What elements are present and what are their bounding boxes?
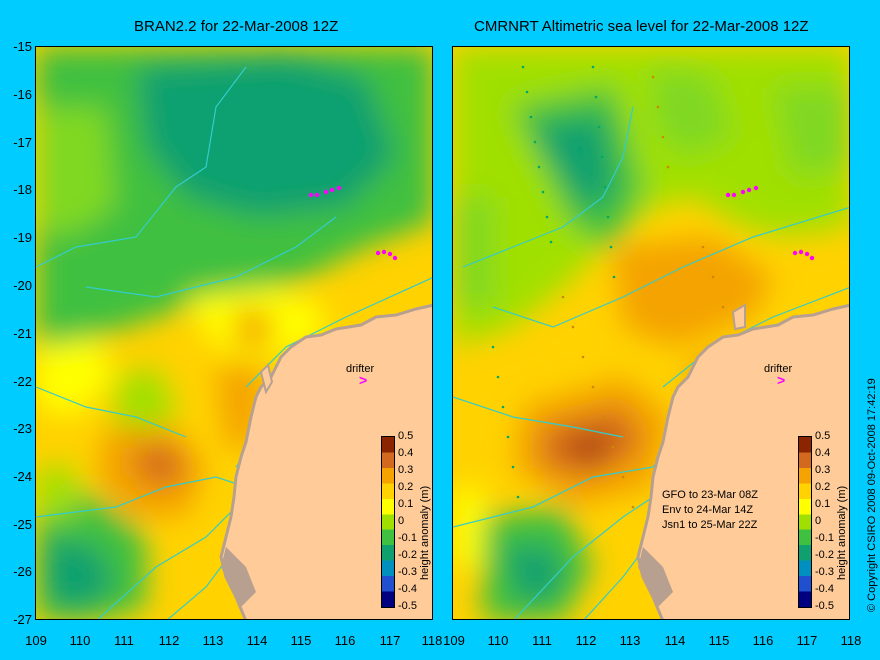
x-tick: 115 [708,633,730,648]
x-tick: 118 [840,633,862,648]
x-tick: 112 [158,633,180,648]
colorbar-title: height anomaly (m) [836,485,848,580]
right-sea-level-map [453,47,849,619]
colorbar-tick: -0.3 [815,566,834,578]
colorbar-tick: -0.2 [398,549,417,561]
x-tick: 111 [532,633,552,648]
y-tick: -16 [13,87,32,102]
colorbar-tick: 0.4 [815,447,831,459]
colorbar-tick: -0.4 [815,583,834,595]
y-tick: -20 [13,278,32,293]
colorbar-tick: 0 [815,515,822,527]
y-tick: -23 [13,421,32,436]
x-tick: 114 [664,633,686,648]
colorbar-tick: -0.1 [815,532,834,544]
shark-bay-coast [221,547,256,607]
colorbar-tick: 0.4 [398,447,414,459]
altimeter-tracks [491,65,616,499]
colorbar-tick: 0.1 [815,498,831,510]
x-tick: 117 [796,633,818,648]
y-tick: -17 [13,135,32,150]
colorbar-tick: 0.2 [398,481,414,493]
drifter-label: drifter [346,363,375,375]
colorbar-tick: -0.2 [815,549,834,561]
x-tick: 110 [69,633,91,648]
colorbar-tick: -0.3 [398,566,417,578]
left-map-panel [35,46,433,620]
x-tick: 109 [25,633,47,648]
altimeter-tracks-2 [561,75,725,509]
x-tick: 110 [487,633,509,648]
colorbar-tick: 0.3 [815,464,831,476]
colorbar-tick: 0 [398,515,405,527]
copyright-notice: © Copyright CSIRO 2008 09-Oct-2008 17:42… [866,378,878,612]
left-sea-level-map [36,47,432,619]
colorbar [798,436,812,608]
peninsula [731,303,746,331]
y-tick: -19 [13,230,32,245]
y-tick: -27 [13,612,32,627]
drifter-tracks [725,185,815,261]
x-tick: 116 [334,633,356,648]
drifter-marker: > [359,372,368,388]
colorbar-title: height anomaly (m) [419,485,431,580]
x-tick: 115 [290,633,312,648]
anomaly-field [36,47,432,619]
x-tick: 113 [619,633,641,648]
y-tick: -15 [13,39,32,54]
y-tick: -26 [13,564,32,579]
drifter-tracks [308,185,398,261]
y-tick: -25 [13,517,32,532]
colorbar-tick: -0.5 [815,600,834,612]
x-tick: 114 [246,633,268,648]
colorbar-tick: -0.1 [398,532,417,544]
y-tick: -22 [13,374,32,389]
shark-bay-coast [638,547,673,607]
mission-note: Env to 24-Mar 14Z [662,504,754,516]
colorbar-tick: 0.5 [398,430,414,442]
x-tick: 118 [421,633,443,648]
colorbar-tick: 0.2 [815,481,831,493]
x-tick: 109 [443,633,465,648]
colorbar-tick: 0.3 [398,464,414,476]
x-tick: 117 [379,633,401,648]
right-map-title: CMRNRT Altimetric sea level for 22-Mar-2… [474,18,809,35]
x-tick: 111 [114,633,134,648]
drifter-marker: > [777,372,786,388]
anomaly-field [453,47,849,619]
colorbar-tick: 0.5 [815,430,831,442]
peninsula [259,363,274,395]
colorbar-tick: -0.4 [398,583,417,595]
colorbar-tick: -0.5 [398,600,417,612]
y-tick: -24 [13,469,32,484]
x-tick: 116 [752,633,774,648]
y-tick: -21 [13,326,32,341]
x-tick: 112 [575,633,597,648]
x-tick: 113 [202,633,224,648]
colorbar [381,436,395,608]
mission-note: GFO to 23-Mar 08Z [662,489,758,501]
mission-note: Jsn1 to 25-Mar 22Z [662,519,758,531]
colorbar-tick: 0.1 [398,498,414,510]
drifter-label: drifter [764,363,793,375]
left-map-title: BRAN2.2 for 22-Mar-2008 12Z [134,18,339,35]
y-tick: -18 [13,182,32,197]
right-map-panel [452,46,850,620]
